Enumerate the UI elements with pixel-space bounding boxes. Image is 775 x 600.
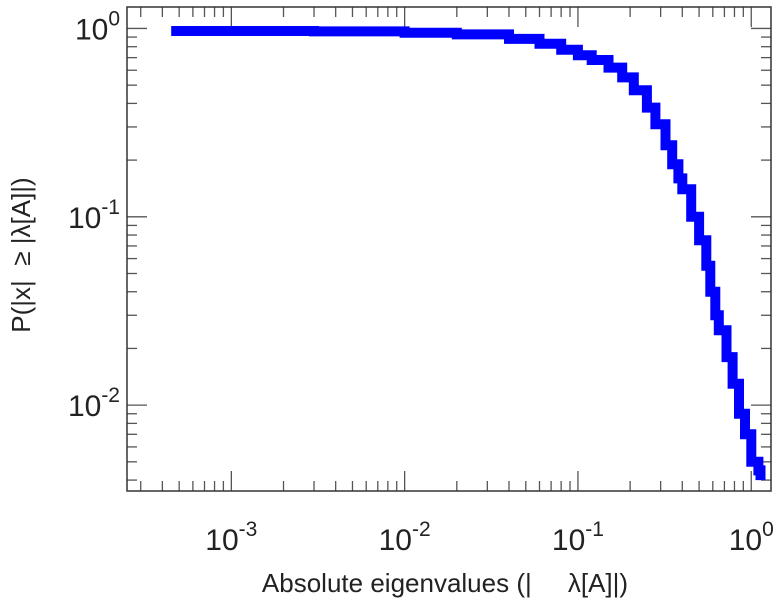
x-tick-label: 10-3 xyxy=(205,518,257,557)
y-tick-label: 10-2 xyxy=(68,384,120,423)
x-axis-title: Absolute eigenvalues (| λ[A]|) xyxy=(262,568,628,598)
x-tick-label: 100 xyxy=(729,518,774,557)
tick-labels: 10-3 10-2 10-1 100 100 10-1 10-2 xyxy=(68,7,774,557)
axis-ticks xyxy=(127,7,771,491)
plot-frame xyxy=(126,6,772,492)
x-tick-label: 10-2 xyxy=(379,518,431,557)
series-layer xyxy=(171,26,766,481)
y-axis-title: P(|x| ≥ |λ[A]|) xyxy=(6,177,36,332)
y-tick-label: 100 xyxy=(75,7,120,46)
series-line-0 xyxy=(171,26,766,481)
x-tick-label: 10-1 xyxy=(552,518,604,557)
y-tick-label: 10-1 xyxy=(68,196,120,235)
